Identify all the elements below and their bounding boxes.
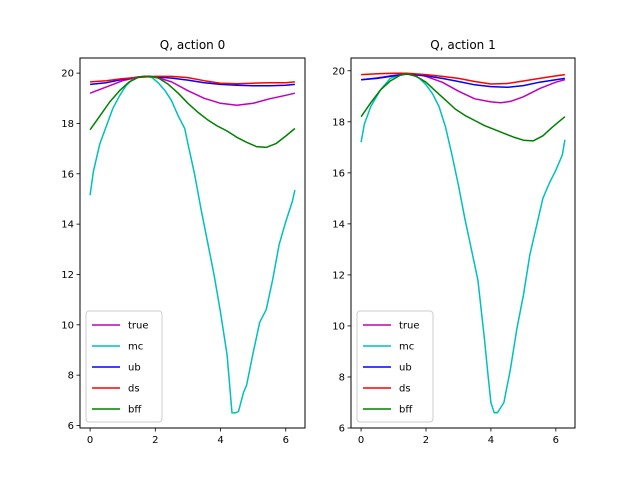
series-line-bff — [89, 75, 296, 149]
y-tick-label: 6 — [68, 421, 74, 432]
series-layer — [360, 72, 566, 414]
ticks-layer: 0 2 4 6 6 8 10 12 14 16 18 20 — [61, 69, 289, 446]
axes-frame — [350, 57, 576, 429]
x-tick-label: 4 — [217, 435, 223, 446]
x-tick-label: 0 — [87, 435, 93, 446]
series-line-bff — [360, 73, 566, 142]
legend-label: ub — [399, 363, 412, 374]
legend-label: bff — [399, 405, 413, 416]
ticks-layer: 0 2 4 6 6 8 10 12 14 16 18 20 — [332, 66, 559, 446]
x-tick-label: 4 — [488, 435, 494, 446]
series-line-ds — [90, 75, 295, 85]
legend-label: mc — [399, 342, 414, 353]
x-tick-label: 2 — [152, 435, 158, 446]
legend-label: ds — [128, 384, 140, 395]
y-tick-label: 10 — [332, 321, 345, 332]
legend-label: bff — [128, 405, 142, 416]
x-tick-label: 6 — [553, 435, 559, 446]
legend-frame — [85, 310, 163, 423]
y-tick-label: 18 — [332, 117, 345, 128]
legend: true mc ub ds bff — [85, 310, 163, 423]
legend-label: true — [399, 321, 420, 332]
x-tick-label: 0 — [358, 435, 364, 446]
y-tick-label: 12 — [61, 270, 74, 281]
y-tick-label: 12 — [332, 270, 345, 281]
y-tick-label: 8 — [68, 371, 74, 382]
x-tick-label: 2 — [423, 435, 429, 446]
y-tick-label: 10 — [61, 320, 74, 331]
legend-label: ub — [128, 363, 141, 374]
y-tick-label: 14 — [61, 220, 74, 231]
chart-title: Q, action 1 — [430, 38, 495, 52]
legend: true mc ub ds bff — [356, 310, 434, 423]
x-tick-label: 6 — [283, 435, 289, 446]
axes-frame — [79, 57, 306, 429]
y-tick-label: 6 — [339, 424, 345, 435]
legend-label: mc — [128, 342, 143, 353]
y-tick-label: 18 — [61, 119, 74, 130]
series-layer — [89, 75, 296, 414]
series-line-ds — [361, 72, 566, 85]
chart-panel-action-1: Q, action 1 0 2 4 6 6 8 10 12 14 16 18 20 true mc ub d… — [332, 38, 576, 446]
y-tick-label: 20 — [332, 66, 345, 77]
legend-label: ds — [399, 384, 411, 395]
y-tick-label: 16 — [61, 169, 74, 180]
y-tick-label: 8 — [339, 372, 345, 383]
legend-frame — [356, 310, 434, 423]
chart-panel-action-0: Q, action 0 0 2 4 6 6 8 10 12 14 16 18 20 true mc ub d… — [61, 38, 306, 446]
series-line-ub — [361, 73, 566, 89]
series-line-true — [89, 75, 296, 107]
y-tick-label: 16 — [332, 168, 345, 179]
y-tick-label: 20 — [61, 69, 74, 80]
chart-title: Q, action 0 — [160, 38, 225, 52]
legend-label: true — [128, 321, 149, 332]
y-tick-label: 14 — [332, 219, 345, 230]
